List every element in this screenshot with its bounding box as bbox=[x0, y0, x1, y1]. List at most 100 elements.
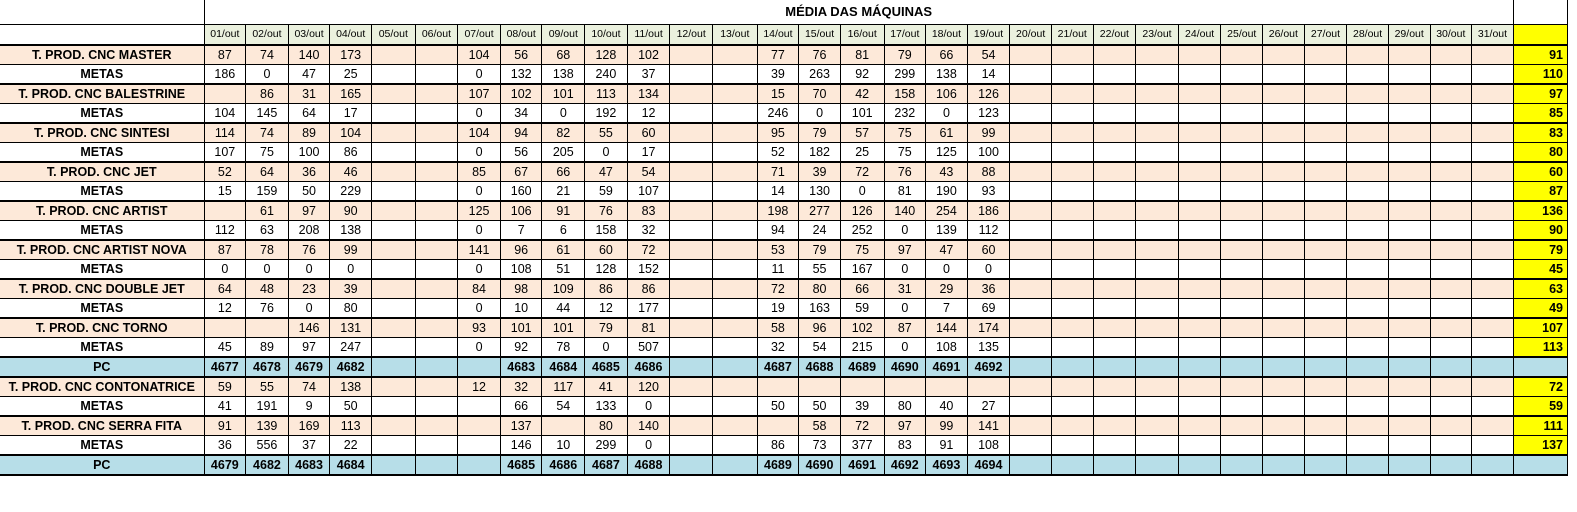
value-cell[interactable] bbox=[1177, 200, 1222, 221]
row-label[interactable]: METAS bbox=[0, 220, 205, 241]
value-cell[interactable] bbox=[370, 415, 416, 436]
value-cell[interactable]: 44 bbox=[541, 298, 586, 319]
value-cell[interactable]: 186 bbox=[203, 64, 247, 85]
value-cell[interactable]: 74 bbox=[245, 44, 289, 65]
value-cell[interactable]: 4689 bbox=[756, 454, 800, 476]
value-cell[interactable]: 76 bbox=[245, 298, 289, 319]
date-header-cell[interactable]: 13/out bbox=[711, 24, 758, 46]
value-cell[interactable]: 101 bbox=[499, 317, 543, 338]
value-cell[interactable] bbox=[1135, 278, 1179, 299]
value-cell[interactable]: 4687 bbox=[756, 356, 800, 378]
value-cell[interactable] bbox=[1177, 44, 1222, 65]
value-cell[interactable] bbox=[1092, 435, 1137, 456]
value-cell[interactable]: 95 bbox=[756, 122, 800, 143]
value-cell[interactable]: 4682 bbox=[329, 356, 372, 378]
value-cell[interactable] bbox=[711, 356, 758, 378]
value-cell[interactable]: 377 bbox=[839, 435, 885, 456]
value-cell[interactable]: 80 bbox=[883, 396, 927, 417]
value-cell[interactable]: 104 bbox=[203, 103, 247, 124]
value-cell[interactable] bbox=[711, 122, 758, 143]
value-cell[interactable]: 37 bbox=[287, 435, 331, 456]
value-cell[interactable] bbox=[1387, 220, 1431, 241]
value-cell[interactable] bbox=[669, 220, 713, 241]
date-header-cell[interactable]: 16/out bbox=[839, 24, 885, 46]
value-cell[interactable]: 12 bbox=[584, 298, 628, 319]
row-label[interactable]: METAS bbox=[0, 396, 205, 417]
value-cell[interactable] bbox=[711, 64, 758, 85]
value-cell[interactable]: 138 bbox=[541, 64, 586, 85]
value-cell[interactable] bbox=[414, 161, 459, 182]
value-cell[interactable]: 97 bbox=[883, 415, 927, 436]
value-cell[interactable] bbox=[1346, 200, 1389, 221]
value-cell[interactable] bbox=[669, 142, 713, 163]
value-cell[interactable] bbox=[370, 103, 416, 124]
value-cell[interactable] bbox=[1009, 122, 1052, 143]
value-cell[interactable]: 146 bbox=[287, 317, 331, 338]
value-cell[interactable]: 7 bbox=[499, 220, 543, 241]
value-cell[interactable]: 100 bbox=[966, 142, 1011, 163]
value-cell[interactable]: 97 bbox=[883, 239, 927, 260]
value-cell[interactable] bbox=[1092, 161, 1137, 182]
value-cell[interactable] bbox=[1177, 103, 1222, 124]
value-cell[interactable]: 0 bbox=[457, 181, 501, 202]
average-cell[interactable]: 90 bbox=[1512, 220, 1569, 241]
date-header-cell[interactable]: 12/out bbox=[669, 24, 713, 46]
value-cell[interactable]: 102 bbox=[626, 44, 671, 65]
value-cell[interactable] bbox=[798, 376, 841, 397]
value-cell[interactable]: 94 bbox=[756, 220, 800, 241]
row-label[interactable]: T. PROD. CNC BALESTRINE bbox=[0, 83, 205, 104]
value-cell[interactable] bbox=[1303, 278, 1348, 299]
value-cell[interactable]: 47 bbox=[584, 161, 628, 182]
value-cell[interactable] bbox=[1050, 103, 1094, 124]
value-cell[interactable] bbox=[669, 396, 713, 417]
value-cell[interactable] bbox=[1471, 64, 1514, 85]
value-cell[interactable]: 76 bbox=[883, 161, 927, 182]
value-cell[interactable] bbox=[1346, 103, 1389, 124]
value-cell[interactable] bbox=[457, 415, 501, 436]
value-cell[interactable]: 7 bbox=[925, 298, 968, 319]
value-cell[interactable] bbox=[1471, 239, 1514, 260]
value-cell[interactable]: 41 bbox=[203, 396, 247, 417]
date-header-cell[interactable]: 14/out bbox=[756, 24, 800, 46]
value-cell[interactable]: 177 bbox=[626, 298, 671, 319]
value-cell[interactable] bbox=[1177, 142, 1222, 163]
value-cell[interactable] bbox=[1220, 356, 1264, 378]
value-cell[interactable]: 29 bbox=[925, 278, 968, 299]
value-cell[interactable] bbox=[1050, 122, 1094, 143]
date-header-cell[interactable]: 17/out bbox=[883, 24, 927, 46]
value-cell[interactable]: 25 bbox=[839, 142, 885, 163]
value-cell[interactable]: 4692 bbox=[966, 356, 1011, 378]
value-cell[interactable]: 68 bbox=[541, 44, 586, 65]
value-cell[interactable] bbox=[711, 181, 758, 202]
value-cell[interactable]: 4688 bbox=[626, 454, 671, 476]
value-cell[interactable] bbox=[1387, 200, 1431, 221]
value-cell[interactable] bbox=[1092, 103, 1137, 124]
value-cell[interactable] bbox=[1220, 415, 1264, 436]
value-cell[interactable] bbox=[1092, 239, 1137, 260]
value-cell[interactable]: 263 bbox=[798, 64, 841, 85]
average-cell[interactable]: 110 bbox=[1512, 64, 1569, 85]
value-cell[interactable] bbox=[1262, 454, 1305, 476]
value-cell[interactable] bbox=[1303, 396, 1348, 417]
value-cell[interactable] bbox=[1177, 317, 1222, 338]
value-cell[interactable] bbox=[1471, 356, 1514, 378]
row-label[interactable]: METAS bbox=[0, 181, 205, 202]
value-cell[interactable] bbox=[1135, 103, 1179, 124]
value-cell[interactable] bbox=[756, 376, 800, 397]
value-cell[interactable]: 0 bbox=[245, 64, 289, 85]
value-cell[interactable] bbox=[966, 376, 1011, 397]
row-label[interactable]: T. PROD. CNC SERRA FITA bbox=[0, 415, 205, 436]
value-cell[interactable]: 108 bbox=[499, 259, 543, 280]
value-cell[interactable]: 4685 bbox=[584, 356, 628, 378]
value-cell[interactable]: 0 bbox=[541, 103, 586, 124]
value-cell[interactable]: 4685 bbox=[499, 454, 543, 476]
value-cell[interactable] bbox=[1303, 239, 1348, 260]
value-cell[interactable] bbox=[1009, 83, 1052, 104]
date-header-cell[interactable]: 08/out bbox=[499, 24, 543, 46]
value-cell[interactable]: 52 bbox=[756, 142, 800, 163]
value-cell[interactable] bbox=[1050, 435, 1094, 456]
date-header-cell[interactable]: 05/out bbox=[370, 24, 416, 46]
value-cell[interactable]: 0 bbox=[457, 259, 501, 280]
value-cell[interactable]: 15 bbox=[203, 181, 247, 202]
date-header-cell[interactable]: 28/out bbox=[1346, 24, 1389, 46]
